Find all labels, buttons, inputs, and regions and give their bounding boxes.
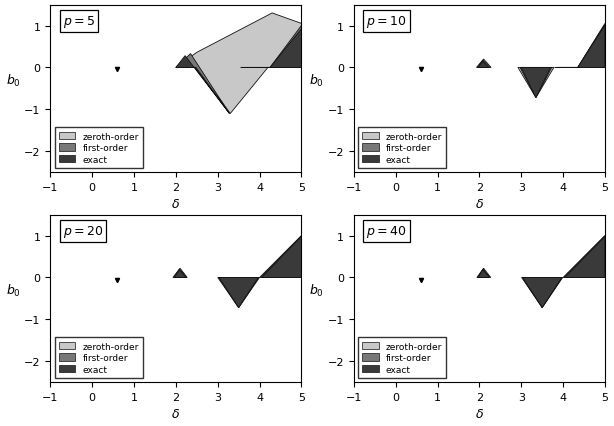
Polygon shape bbox=[173, 268, 187, 278]
X-axis label: $\delta$: $\delta$ bbox=[475, 198, 484, 211]
Text: $p = 40$: $p = 40$ bbox=[367, 224, 407, 239]
Legend: zeroth-order, first-order, exact: zeroth-order, first-order, exact bbox=[359, 128, 446, 168]
Polygon shape bbox=[176, 14, 301, 114]
Polygon shape bbox=[261, 236, 301, 278]
Polygon shape bbox=[174, 269, 186, 278]
Polygon shape bbox=[522, 278, 562, 308]
Polygon shape bbox=[478, 62, 489, 68]
Polygon shape bbox=[554, 24, 605, 68]
X-axis label: $\delta$: $\delta$ bbox=[171, 198, 181, 211]
Polygon shape bbox=[176, 57, 230, 114]
Text: $p = 20$: $p = 20$ bbox=[63, 224, 103, 239]
Polygon shape bbox=[558, 25, 605, 68]
Polygon shape bbox=[564, 236, 605, 278]
Polygon shape bbox=[219, 278, 258, 308]
Y-axis label: $b_0$: $b_0$ bbox=[6, 73, 20, 89]
Legend: zeroth-order, first-order, exact: zeroth-order, first-order, exact bbox=[55, 338, 143, 378]
Y-axis label: $b_0$: $b_0$ bbox=[6, 282, 20, 299]
Text: $p = 5$: $p = 5$ bbox=[63, 14, 95, 30]
Text: $p = 10$: $p = 10$ bbox=[367, 14, 407, 30]
Polygon shape bbox=[523, 278, 562, 308]
Polygon shape bbox=[219, 278, 258, 308]
Legend: zeroth-order, first-order, exact: zeroth-order, first-order, exact bbox=[55, 128, 143, 168]
Polygon shape bbox=[478, 269, 490, 278]
Polygon shape bbox=[476, 60, 491, 68]
Y-axis label: $b_0$: $b_0$ bbox=[309, 282, 324, 299]
Polygon shape bbox=[478, 270, 489, 278]
X-axis label: $\delta$: $\delta$ bbox=[171, 408, 181, 420]
Polygon shape bbox=[262, 237, 301, 278]
Polygon shape bbox=[477, 61, 490, 68]
Polygon shape bbox=[260, 236, 301, 278]
Legend: zeroth-order, first-order, exact: zeroth-order, first-order, exact bbox=[359, 338, 446, 378]
Polygon shape bbox=[241, 26, 301, 68]
X-axis label: $\delta$: $\delta$ bbox=[475, 408, 484, 420]
Polygon shape bbox=[521, 68, 551, 98]
Polygon shape bbox=[565, 237, 605, 278]
Polygon shape bbox=[477, 268, 491, 278]
Polygon shape bbox=[520, 68, 552, 98]
Polygon shape bbox=[559, 26, 605, 68]
Polygon shape bbox=[563, 236, 605, 278]
Polygon shape bbox=[518, 68, 554, 98]
Polygon shape bbox=[218, 278, 260, 308]
Polygon shape bbox=[245, 30, 301, 68]
Polygon shape bbox=[176, 55, 230, 114]
Polygon shape bbox=[174, 270, 186, 278]
Y-axis label: $b_0$: $b_0$ bbox=[309, 73, 324, 89]
Polygon shape bbox=[522, 278, 562, 308]
